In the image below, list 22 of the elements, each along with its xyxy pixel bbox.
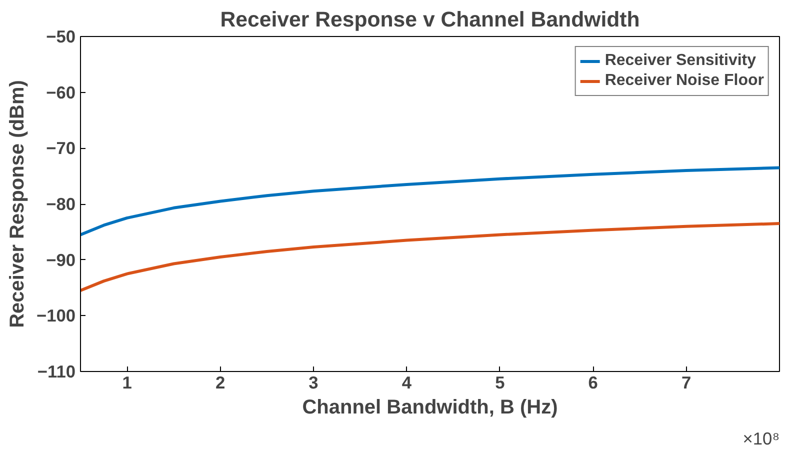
x-axis-title: Channel Bandwidth, B (Hz) bbox=[302, 396, 558, 418]
line-series bbox=[80, 166, 780, 236]
line-series bbox=[80, 222, 780, 292]
y-tick-label: −80 bbox=[46, 194, 76, 214]
text: ×10⁸ bbox=[742, 428, 780, 448]
y-tick-label: −60 bbox=[46, 82, 76, 102]
x-tick-label: 1 bbox=[122, 372, 132, 392]
x-tick-label: 7 bbox=[681, 372, 692, 392]
chart-title: Receiver Response v Channel Bandwidth bbox=[220, 8, 640, 32]
y-axis-title: Receiver Response (dBm) bbox=[6, 80, 28, 328]
y-tick-label: −110 bbox=[37, 362, 76, 382]
y-tick-label: −100 bbox=[36, 306, 76, 326]
legend-label: Receiver Sensitivity bbox=[604, 52, 756, 70]
x-tick-label: 5 bbox=[495, 372, 506, 392]
legend-label: Receiver Noise Floor bbox=[604, 72, 764, 90]
x-tick-label: 2 bbox=[215, 372, 226, 392]
y-tick-label: −50 bbox=[46, 26, 76, 46]
x-tick-label: 3 bbox=[308, 372, 319, 392]
y-tick-label: −70 bbox=[46, 138, 76, 158]
x-tick-label: 4 bbox=[402, 372, 412, 392]
y-tick-label: −90 bbox=[46, 250, 76, 270]
x-tick-label: 6 bbox=[588, 372, 598, 392]
